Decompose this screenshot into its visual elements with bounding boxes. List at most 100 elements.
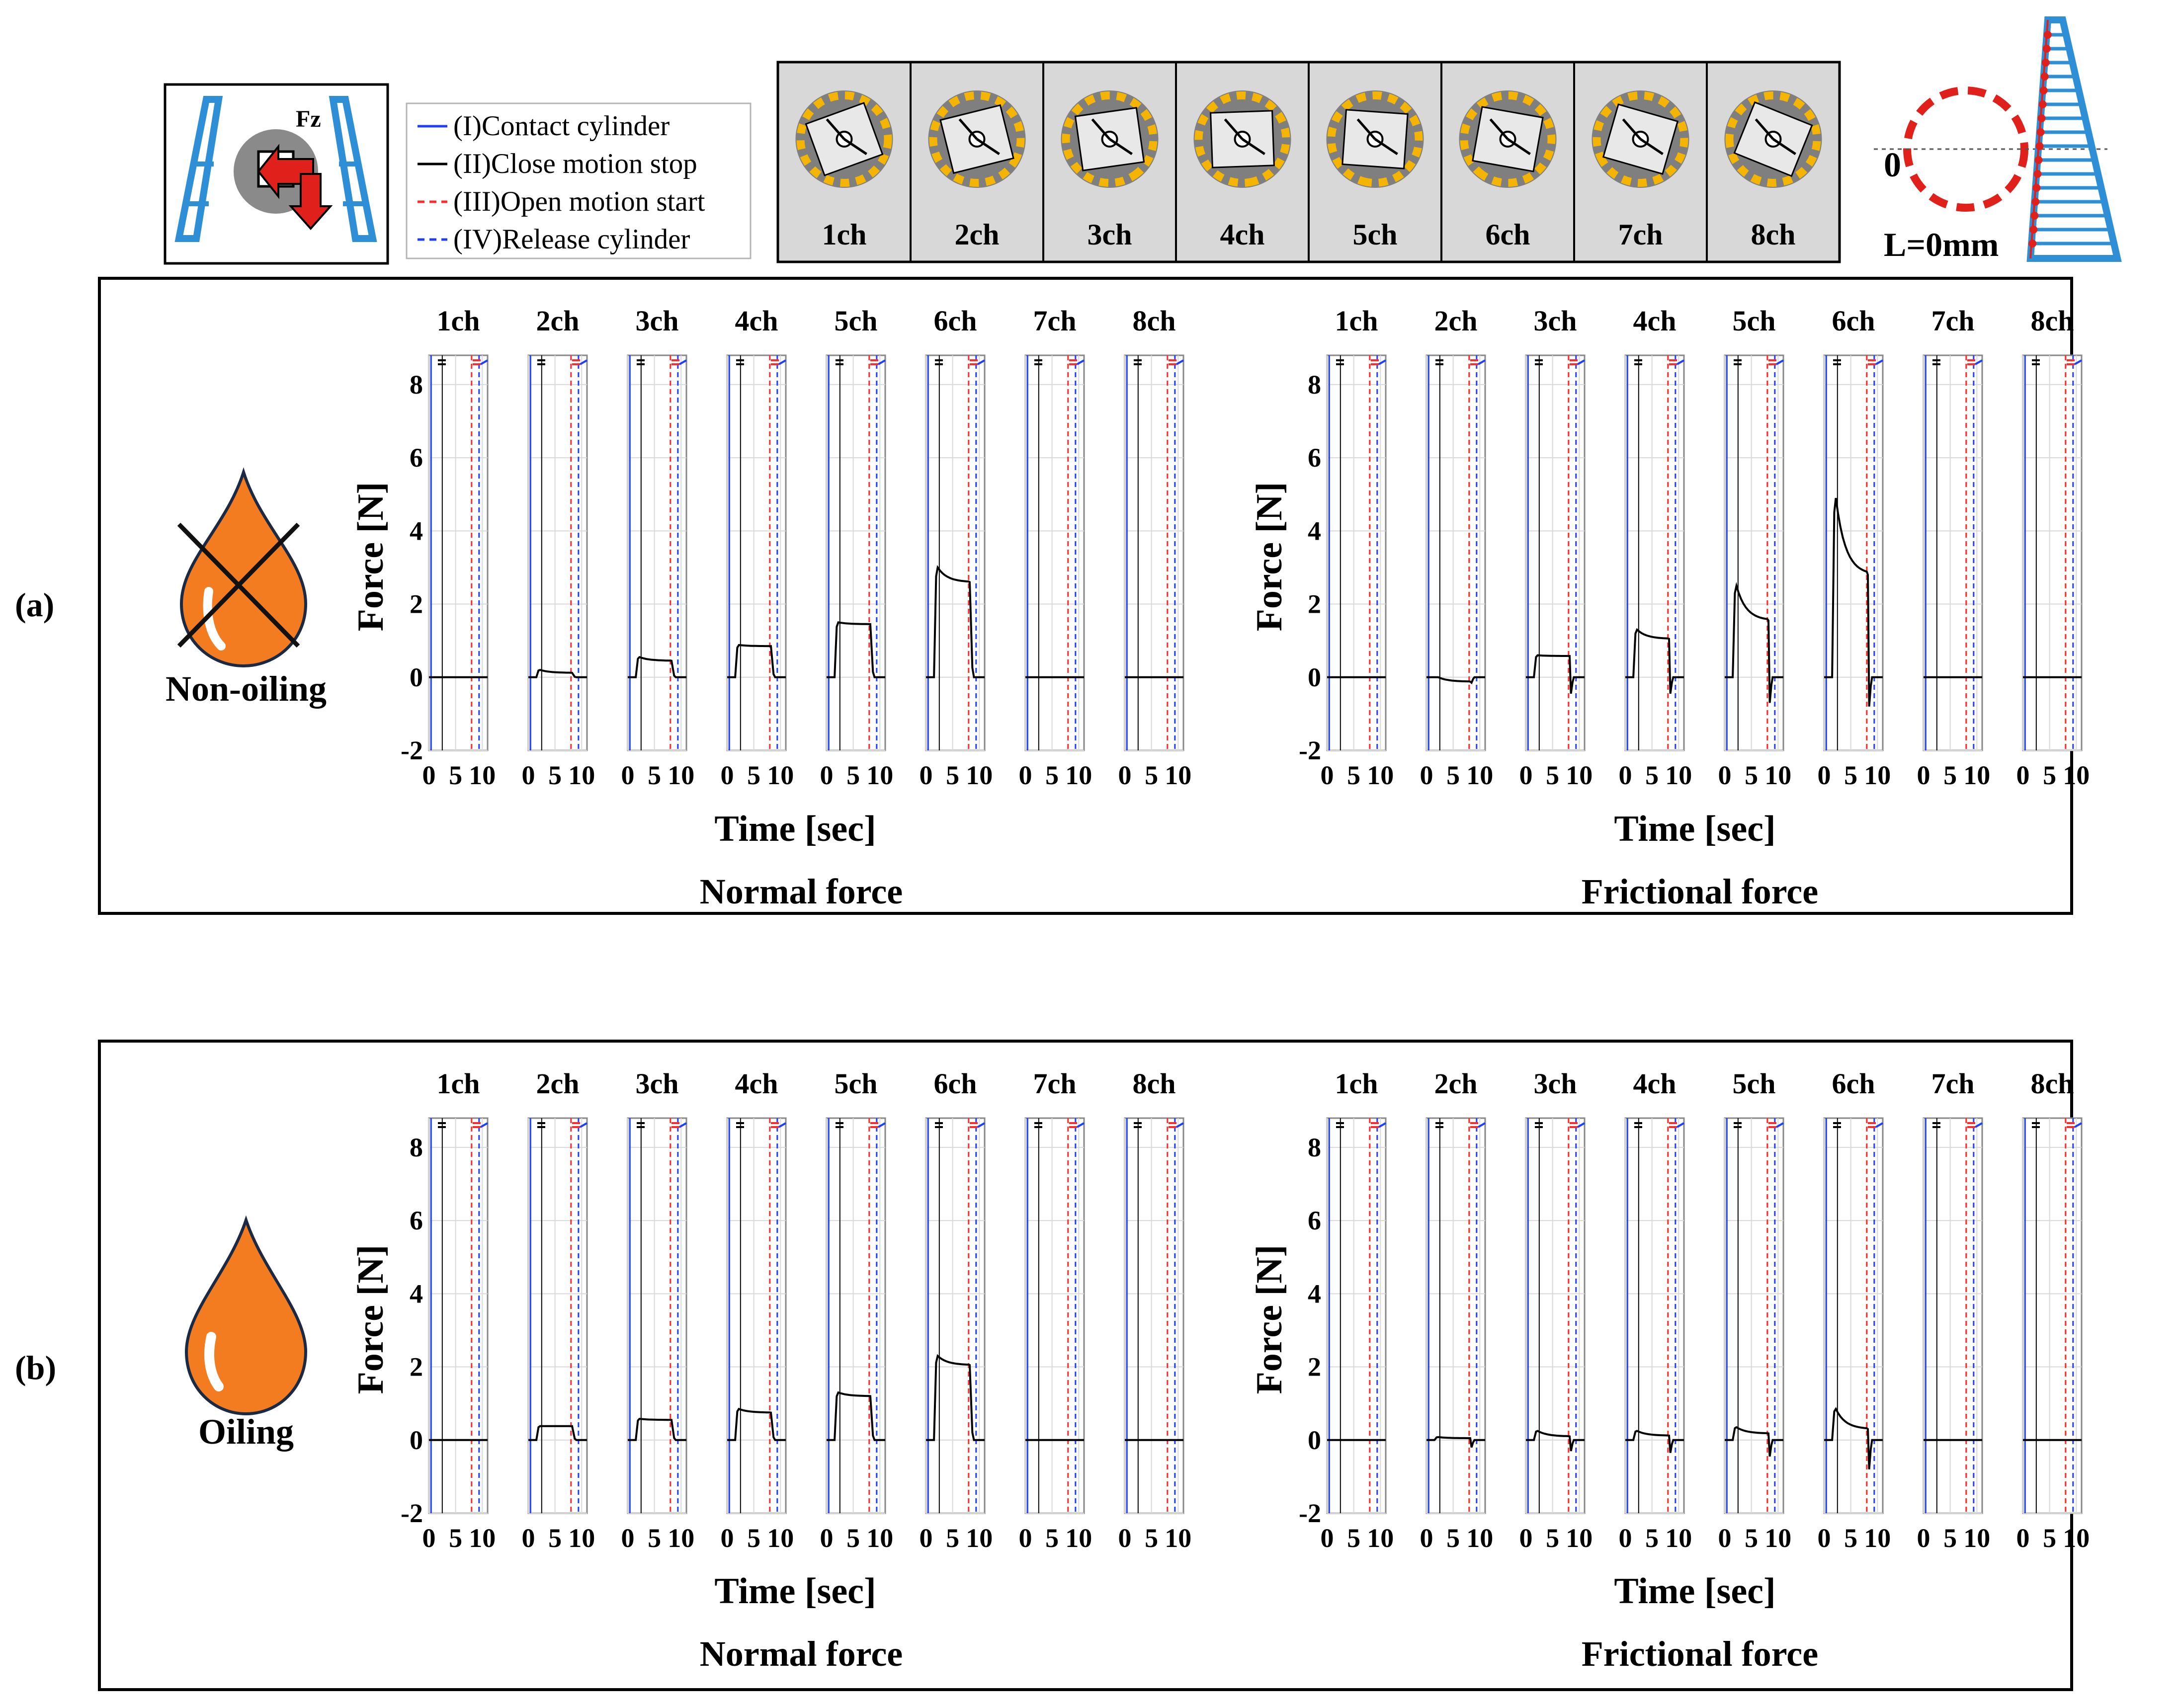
mini-legend-mark [878, 1122, 886, 1128]
y-tick-label: 8 [410, 370, 423, 400]
x-tick-label: 0 [2016, 760, 2030, 790]
y-tick-label: -2 [401, 735, 423, 765]
mini-legend-mark [1478, 359, 1486, 365]
x-tick-label: 5 [1347, 1523, 1360, 1553]
sensor-axis [1109, 138, 1133, 156]
channel-title: 2ch [1434, 305, 1478, 337]
x-tick-label: 0 [2016, 1523, 2030, 1553]
finger-length-label: L=0mm [1884, 226, 1999, 263]
x-tick-label: 10 [1466, 1523, 1493, 1553]
mini-legend-mark [580, 1122, 587, 1128]
x-tick-label: 5 [548, 760, 562, 790]
channel-title: 3ch [1534, 1067, 1577, 1100]
x-tick-label: 10 [1065, 760, 1092, 790]
mini-legend-mark [1176, 359, 1184, 365]
x-tick-label: 0 [422, 760, 436, 790]
group-title: Normal force [700, 872, 903, 911]
x-tick-label: 10 [866, 760, 893, 790]
mini-legend-mark [977, 359, 985, 365]
channel-title: 1ch [1335, 1067, 1378, 1100]
subplot-7ch: 7ch 0 5 10 [1917, 305, 1991, 790]
subplot-4ch: 4ch 0 5 10 [1619, 305, 1692, 790]
x-tick-label: 5 [1745, 1523, 1758, 1553]
x-tick-label: 5 [1546, 760, 1559, 790]
y-tick-label: 4 [410, 516, 423, 546]
x-axis-label: Time [sec] [714, 1571, 876, 1612]
x-tick-label: 0 [1619, 760, 1632, 790]
channel-title: 5ch [1733, 1067, 1776, 1100]
sensor-axis [826, 118, 845, 140]
x-axis-label: Time [sec] [1614, 1571, 1775, 1612]
channel-title: 7ch [1931, 1067, 1975, 1100]
x-tick-label: 10 [1963, 1523, 1990, 1553]
y-axis-label: Force [N] [1249, 482, 1290, 632]
x-tick-label: 5 [1943, 760, 1957, 790]
subplot-7ch: 7ch 0 5 10 [1019, 305, 1092, 790]
x-tick-label: 10 [966, 1523, 993, 1553]
plot-area [527, 354, 588, 751]
plot-area [1624, 1117, 1685, 1514]
x-tick-label: 10 [767, 760, 794, 790]
sensor-ring [1593, 91, 1688, 187]
subplot-3ch: 3ch 0 5 10 [621, 305, 695, 790]
channel-title: 3ch [636, 1067, 679, 1100]
x-tick-label: 10 [767, 1523, 794, 1553]
subplot-8ch: 8ch 0 5 10 [1118, 1067, 1192, 1553]
sensor-axis [976, 138, 1000, 156]
subplot-2ch: 2ch 0 5 10 [522, 1067, 595, 1553]
y-tick-label: 2 [1308, 589, 1321, 619]
x-tick-label: 10 [2063, 760, 2090, 790]
y-tick-label: 6 [1308, 1206, 1321, 1235]
channel-title: 5ch [1733, 305, 1776, 337]
y-tick-label: -2 [401, 1498, 423, 1528]
subplot-3ch: 3ch 0 5 10 [621, 1067, 695, 1553]
x-tick-label: 5 [2043, 1523, 2056, 1553]
sensor-channel-label: 2ch [955, 218, 1000, 251]
x-tick-label: 5 [1446, 760, 1460, 790]
plot-area [1024, 354, 1085, 751]
sensor-axis [1356, 118, 1376, 140]
y-axis-label: Force [N] [1249, 1245, 1290, 1394]
x-tick-label: 10 [1665, 1523, 1692, 1553]
x-tick-label: 5 [1844, 760, 1857, 790]
x-tick-label: 10 [966, 760, 993, 790]
x-tick-label: 10 [668, 1523, 694, 1553]
plot-area [1624, 354, 1685, 751]
force-series-line [1426, 1436, 1485, 1448]
force-series-line [628, 1418, 686, 1441]
x-tick-label: 5 [747, 760, 760, 790]
group-title: Normal force [700, 1634, 903, 1674]
sensor-axis [958, 118, 978, 140]
channel-title: 7ch [1033, 1067, 1077, 1100]
x-tick-label: 10 [668, 760, 694, 790]
subplot-5ch: 5ch 0 5 10 [820, 305, 894, 790]
mini-legend-mark [1176, 1122, 1184, 1128]
force-series-line [727, 644, 786, 678]
sensor-axis [1224, 118, 1244, 140]
force-series-line [528, 1425, 587, 1441]
plot-area [1425, 1117, 1486, 1514]
x-tick-label: 5 [846, 760, 860, 790]
force-series-line [1725, 1426, 1783, 1457]
x-tick-label: 5 [449, 1523, 462, 1553]
sensor-channel-label: 8ch [1751, 218, 1796, 251]
channel-title: 6ch [1832, 1067, 1875, 1100]
plot-area [1425, 354, 1486, 751]
mini-legend-mark [1378, 359, 1386, 365]
mini-legend-mark [1378, 1122, 1386, 1128]
force-series-line [1526, 1430, 1585, 1452]
plot-area [2022, 1117, 2083, 1514]
x-tick-label: 10 [1367, 760, 1394, 790]
y-axis-label: Force [N] [350, 1245, 391, 1394]
y-tick-label: 2 [410, 1352, 423, 1382]
legend-item-release: (IV)Release cylinder [453, 224, 690, 255]
channel-title: 1ch [1335, 305, 1378, 337]
mini-legend-mark [2074, 1122, 2082, 1128]
force-series-line [1426, 676, 1485, 685]
x-tick-label: 10 [1864, 1523, 1891, 1553]
x-tick-label: 0 [1519, 1523, 1533, 1553]
mini-legend-mark [1577, 359, 1585, 365]
x-tick-label: 5 [1546, 1523, 1559, 1553]
force-series-line [1824, 1407, 1883, 1469]
